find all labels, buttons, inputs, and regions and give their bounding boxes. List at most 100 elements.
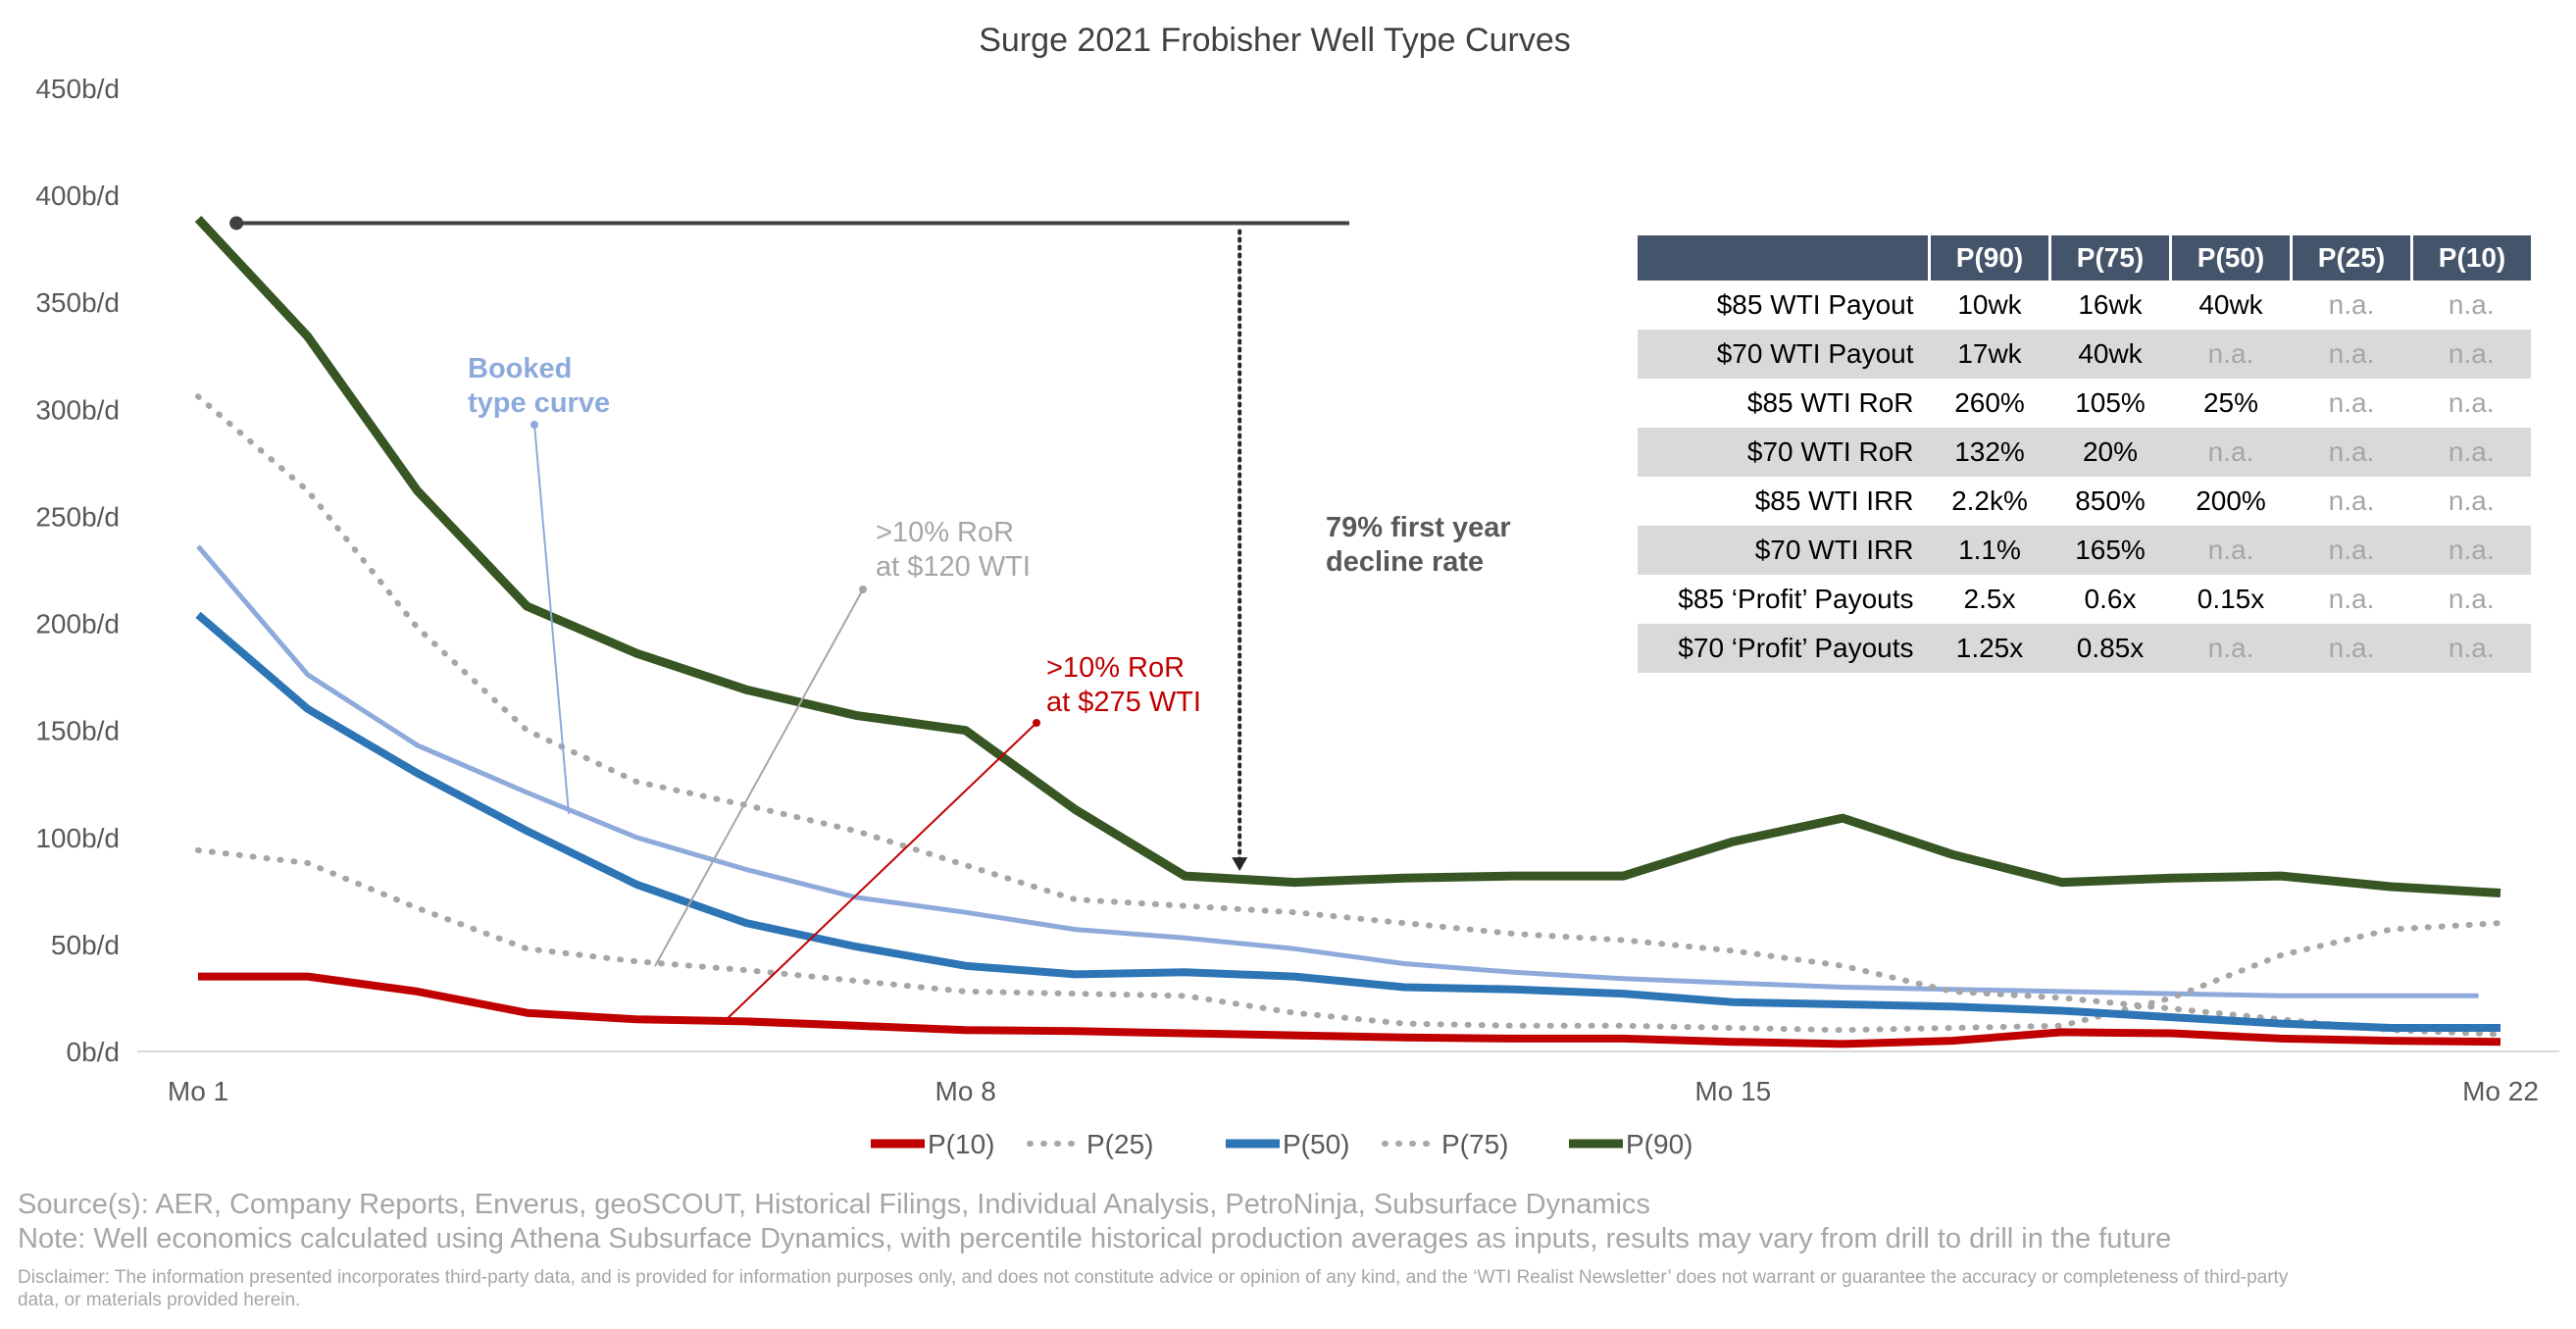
y-tick-label: 300b/d <box>35 394 120 425</box>
x-tick-label: Mo 15 <box>1694 1076 1771 1106</box>
table-cell: n.a. <box>2448 584 2495 614</box>
reference-layer <box>229 216 1349 872</box>
table-header-cell: P(90) <box>1928 235 2050 281</box>
ror-275-label-line1: >10% RoR <box>1046 652 1185 684</box>
reference-line-marker <box>229 216 244 230</box>
table-body: $85 WTI Payout 10wk 16wk 40wk n.a. n.a. $70 WT… <box>1638 281 2531 673</box>
y-tick-label: 250b/d <box>35 501 120 532</box>
series-line-p90 <box>194 216 2501 897</box>
ror-120-label-line2: at $120 WTI <box>876 551 1031 583</box>
decline-rate-label-line2: decline rate <box>1326 546 1484 578</box>
table-cell: 40wk <box>2198 289 2263 320</box>
table-cell: 1.1% <box>1929 526 2050 575</box>
table-header-row: P(90) P(75) P(50) P(25) P(10) <box>1638 235 2531 281</box>
table-row-label: $70 WTI Payout <box>1638 330 1930 379</box>
table-row-label: $85 WTI IRR <box>1754 486 1914 516</box>
table-header-cell: P(10) <box>2410 235 2531 281</box>
table-row-label: $70 WTI RoR <box>1638 428 1930 477</box>
legend-label: P(25) <box>1086 1129 1153 1159</box>
ror-120-leader <box>654 588 864 967</box>
table-cell: n.a. <box>2448 289 2495 320</box>
table-cell: n.a. <box>2170 526 2292 575</box>
table-cell: n.a. <box>2328 584 2375 614</box>
table-cell: n.a. <box>2291 330 2412 379</box>
table-header-blank <box>1638 235 1930 281</box>
economics-table: P(90) P(75) P(50) P(25) P(10) $85 WTI Payout… <box>1638 235 2531 673</box>
y-tick-label: 350b/d <box>35 287 120 318</box>
table-cell: n.a. <box>2411 624 2531 673</box>
table-cell: 0.85x <box>2049 624 2171 673</box>
x-tick-label: Mo 1 <box>168 1076 228 1106</box>
table-cell: 165% <box>2049 526 2171 575</box>
table-cell: 2.5x <box>1963 584 2016 614</box>
decline-arrow-head <box>1232 857 1248 872</box>
booked-type-curve-leader <box>533 424 570 815</box>
ror-275-leader-dot <box>1033 719 1040 727</box>
table-cell: n.a. <box>2170 330 2292 379</box>
series-layer <box>194 216 2503 1048</box>
table-row-label: $85 ‘Profit’ Payouts <box>1678 584 1914 614</box>
legend-label: P(50) <box>1283 1129 1349 1159</box>
legend-label: P(10) <box>928 1129 994 1159</box>
y-tick-label: 200b/d <box>35 609 120 639</box>
table-cell: 2.2k% <box>1951 486 2028 516</box>
series-line-p25 <box>195 846 2503 1034</box>
table-cell: n.a. <box>2291 526 2412 575</box>
ror-120-leader-dot <box>859 586 867 593</box>
table-header-cell: P(50) <box>2169 235 2292 281</box>
table-cell: 1.25x <box>1929 624 2050 673</box>
table-row: $85 ‘Profit’ Payouts 2.5x 0.6x 0.15x n.a. n.a… <box>1638 575 2531 624</box>
booked-type-curve-label: type curve <box>468 387 610 419</box>
table-cell: 17wk <box>1929 330 2050 379</box>
table-cell: 20% <box>2049 428 2171 477</box>
table-cell: n.a. <box>2328 486 2375 516</box>
table-cell: 16wk <box>2078 289 2143 320</box>
table-cell: 0.6x <box>2084 584 2137 614</box>
table-row: $70 WTI RoR 132% 20% n.a. n.a. n.a. <box>1638 428 2531 477</box>
disclaimer: Disclaimer: The information presented in… <box>18 1267 2289 1310</box>
table-cell: 10wk <box>1957 289 2022 320</box>
booked-type-curve-leader-dot <box>530 421 538 429</box>
ror-120-label-line1: >10% RoR <box>876 517 1014 548</box>
table-cell: n.a. <box>2291 624 2412 673</box>
table-cell: n.a. <box>2448 486 2495 516</box>
chart-title: Surge 2021 Frobisher Well Type Curves <box>979 22 1570 59</box>
table-cell: n.a. <box>2170 624 2292 673</box>
table-row: $70 ‘Profit’ Payouts 1.25x 0.85x n.a. n.a. n.… <box>1638 624 2531 673</box>
table-header-cell: P(25) <box>2290 235 2412 281</box>
table-row: $85 WTI IRR 2.2k% 850% 200% n.a. n.a. <box>1638 477 2531 526</box>
decline-rate-label-line1: 79% first year <box>1326 512 1511 543</box>
table-row: $85 WTI Payout 10wk 16wk 40wk n.a. n.a. <box>1638 281 2531 330</box>
x-tick-label: Mo 8 <box>935 1076 996 1106</box>
table-row-label: $70 ‘Profit’ Payouts <box>1638 624 1930 673</box>
series-line-p50 <box>195 611 2500 1032</box>
legend: P(10) P(25) P(50) P(75) P(90) <box>871 1129 1692 1159</box>
booked-type-curve-line <box>196 544 2479 998</box>
table-cell: 200% <box>2196 486 2266 516</box>
ror-275-label-line2: at $275 WTI <box>1046 687 1201 718</box>
table-cell: n.a. <box>2170 428 2292 477</box>
table-row-label: $70 WTI IRR <box>1638 526 1930 575</box>
table-cell: 25% <box>2202 387 2259 418</box>
table-cell: 132% <box>1929 428 2050 477</box>
table-row-label: $85 WTI Payout <box>1716 289 1914 320</box>
table-cell: 850% <box>2075 486 2146 516</box>
series-line-p10 <box>198 972 2501 1048</box>
table-cell: n.a. <box>2411 428 2531 477</box>
table-header-cell: P(75) <box>2048 235 2171 281</box>
table-cell: n.a. <box>2291 428 2412 477</box>
table-cell: 0.15x <box>2197 584 2265 614</box>
y-tick-label: 100b/d <box>35 823 120 853</box>
y-tick-label: 400b/d <box>35 180 120 211</box>
table-cell: 105% <box>2075 387 2146 418</box>
legend-label: P(75) <box>1441 1129 1508 1159</box>
x-tick-label: Mo 22 <box>2462 1076 2539 1106</box>
table-cell: n.a. <box>2411 526 2531 575</box>
booked-type-curve-label: Booked <box>468 353 572 384</box>
y-tick-label: 0b/d <box>67 1037 121 1067</box>
source-line: Source(s): AER, Company Reports, Enverus… <box>18 1189 1650 1220</box>
table-row: $70 WTI IRR 1.1% 165% n.a. n.a. n.a. <box>1638 526 2531 575</box>
table-cell: n.a. <box>2448 387 2495 418</box>
table-row: $70 WTI Payout 17wk 40wk n.a. n.a. n.a. <box>1638 330 2531 379</box>
